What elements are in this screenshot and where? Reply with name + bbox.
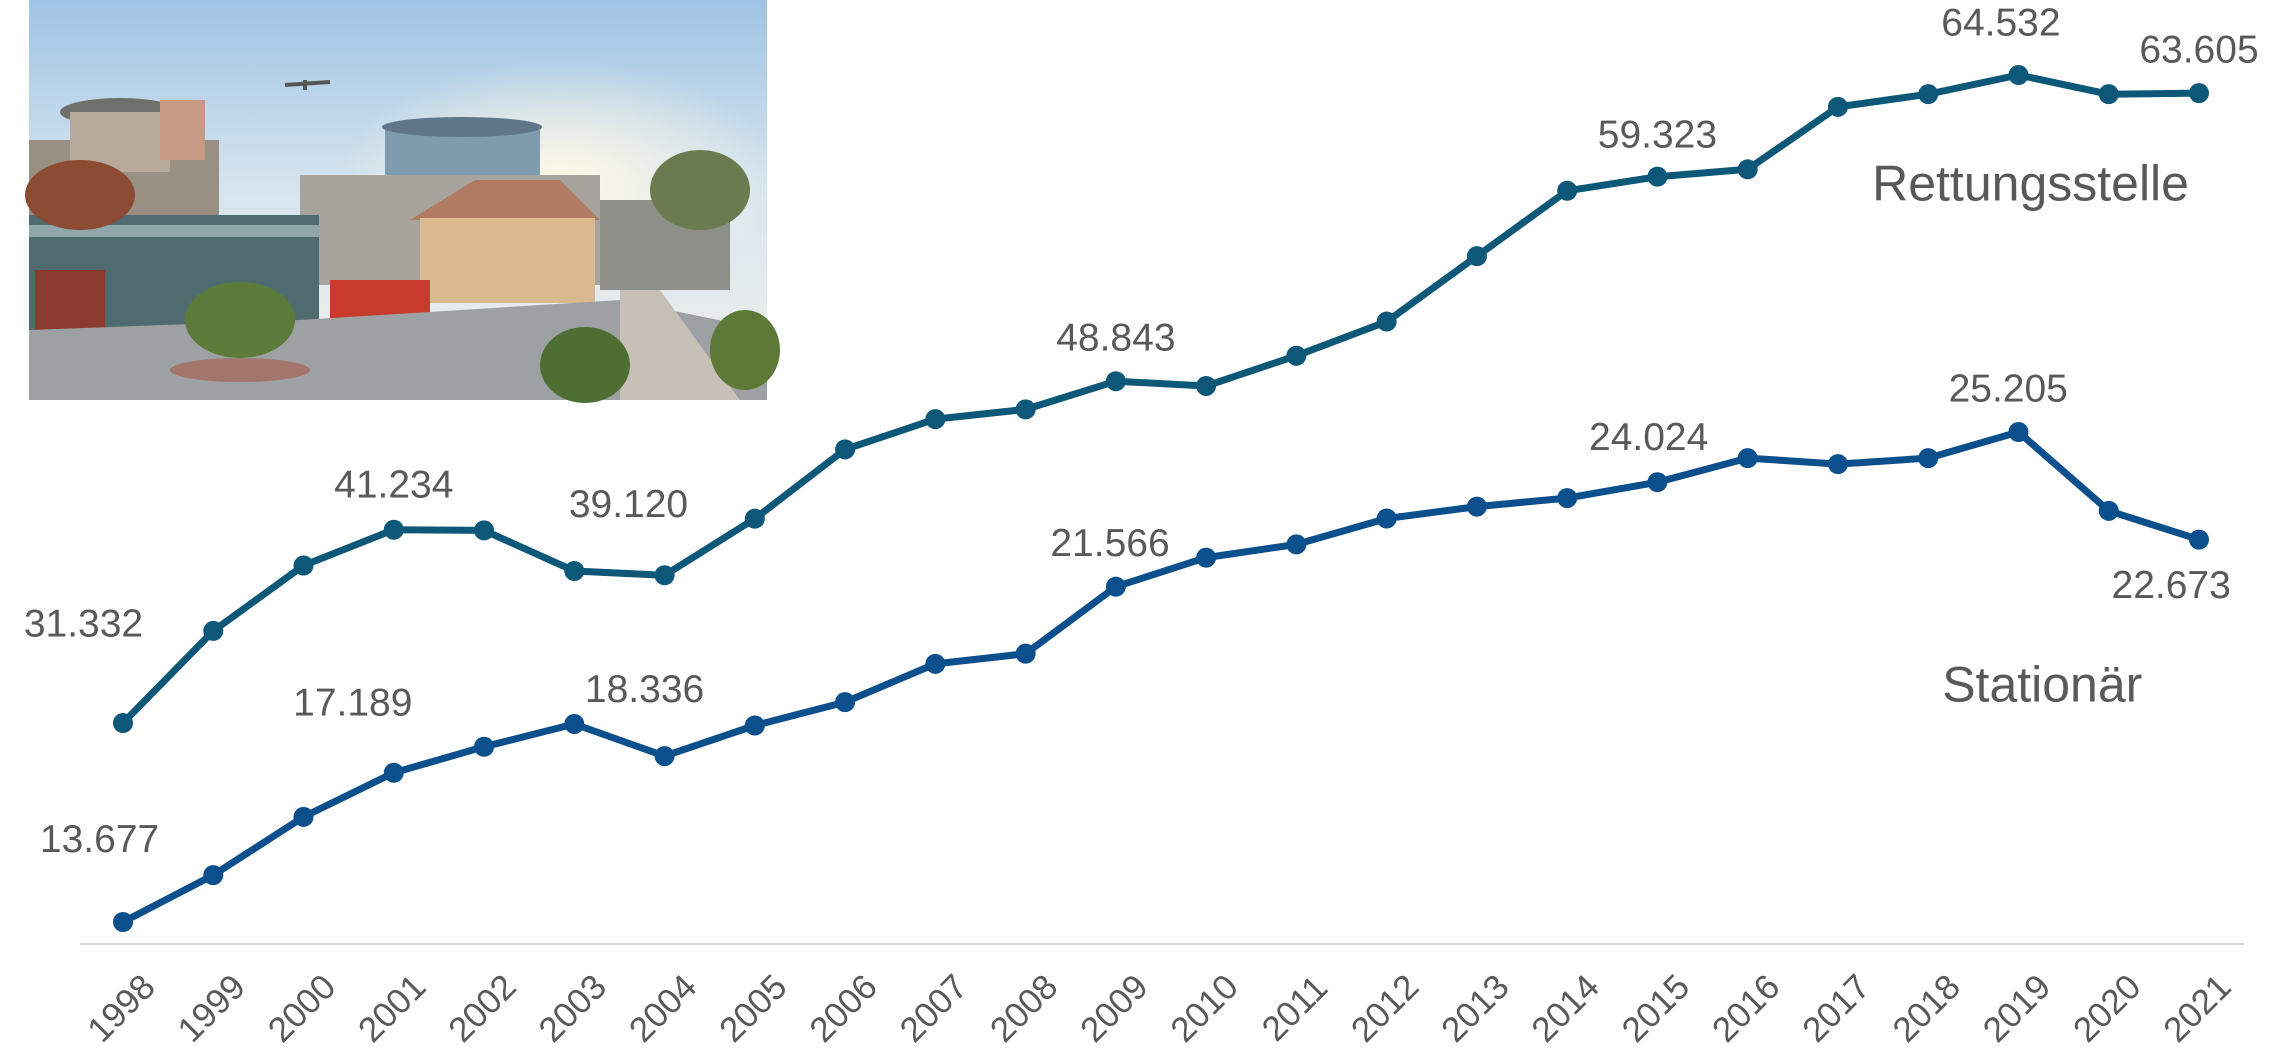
data-point [203, 621, 223, 641]
data-point [564, 561, 584, 581]
data-point [564, 714, 584, 734]
data-label: 31.332 [24, 603, 143, 646]
data-point [1738, 159, 1758, 179]
data-point [1377, 508, 1397, 528]
data-point [2008, 422, 2028, 442]
data-point [1828, 97, 1848, 117]
data-point [1918, 448, 1938, 468]
data-point [294, 556, 314, 576]
data-point [925, 654, 945, 674]
data-point [835, 439, 855, 459]
x-tick-label: 2009 [1073, 967, 1156, 1050]
data-point [1106, 371, 1126, 391]
data-point [835, 692, 855, 712]
data-point [294, 807, 314, 827]
data-point [384, 763, 404, 783]
data-point [925, 409, 945, 429]
data-point [384, 520, 404, 540]
data-point [1016, 644, 1036, 664]
data-label: 13.677 [40, 818, 159, 861]
x-tick-label: 2006 [802, 967, 885, 1050]
data-point [655, 565, 675, 585]
data-label: 63.605 [2139, 28, 2258, 71]
series-label: Stationär [1942, 656, 2142, 712]
data-point [1106, 577, 1126, 597]
x-tick-label: 2020 [2066, 967, 2149, 1050]
data-point [2099, 84, 2119, 104]
x-tick-label: 2021 [2156, 967, 2239, 1050]
photo [25, 0, 780, 403]
data-point [1647, 472, 1667, 492]
data-point [1557, 488, 1577, 508]
x-tick-label: 2000 [261, 967, 344, 1050]
data-label: 18.336 [585, 668, 704, 711]
x-tick-label: 2013 [1434, 967, 1517, 1050]
x-tick-label: 2001 [351, 967, 434, 1050]
x-tick-label: 2002 [441, 967, 524, 1050]
data-point [2008, 65, 2028, 85]
x-tick-label: 2014 [1524, 967, 1607, 1050]
data-point [1467, 497, 1487, 517]
data-point [1467, 246, 1487, 266]
data-point [2189, 530, 2209, 550]
data-label: 25.205 [1949, 367, 2068, 410]
data-label: 21.566 [1050, 522, 1169, 565]
x-tick-label: 2011 [1254, 968, 1335, 1049]
data-label: 39.120 [569, 483, 688, 526]
x-tick-label: 2016 [1705, 967, 1788, 1050]
data-point [655, 746, 675, 766]
page: {"chart_data": {"type": "line", "categor… [0, 0, 2269, 1059]
data-point [113, 912, 133, 932]
data-label: 64.532 [1941, 2, 2060, 45]
data-label: 17.189 [293, 682, 412, 725]
data-point [1647, 167, 1667, 187]
x-tick-label: 2003 [531, 967, 614, 1050]
data-point [1196, 548, 1216, 568]
data-point [1828, 454, 1848, 474]
data-point [1016, 399, 1036, 419]
x-tick-label: 2004 [622, 967, 705, 1050]
x-tick-label: 2005 [712, 967, 795, 1050]
data-point [474, 737, 494, 757]
x-tick-label: 1999 [170, 967, 253, 1050]
x-tick-label: 2018 [1885, 967, 1968, 1050]
series-label: Rettungsstelle [1872, 156, 2189, 212]
data-point [1918, 84, 1938, 104]
x-tick-label: 2008 [983, 967, 1066, 1050]
x-tick-label: 2012 [1344, 967, 1427, 1050]
data-point [113, 713, 133, 733]
data-point [1196, 376, 1216, 396]
chart: 1998199920002001200220032004200520062007… [0, 0, 2269, 1059]
x-tick-label: 2007 [892, 967, 975, 1050]
data-label: 22.673 [2112, 564, 2231, 607]
data-point [203, 865, 223, 885]
x-tick-label: 2017 [1795, 967, 1878, 1050]
x-tick-label: 2015 [1615, 967, 1698, 1050]
data-point [1286, 346, 1306, 366]
x-tick-label: 2010 [1163, 967, 1246, 1050]
data-label: 48.843 [1056, 317, 1175, 360]
data-point [2189, 83, 2209, 103]
x-tick-label: 1998 [80, 967, 163, 1050]
data-point [474, 520, 494, 540]
data-point [1286, 534, 1306, 554]
data-point [745, 509, 765, 529]
data-label: 24.024 [1589, 416, 1708, 459]
data-label: 41.234 [334, 464, 453, 507]
x-tick-label: 2019 [1976, 967, 2059, 1050]
data-label: 59.323 [1598, 113, 1717, 156]
data-point [1377, 312, 1397, 332]
data-point [2099, 501, 2119, 521]
data-point [1557, 181, 1577, 201]
data-point [1738, 448, 1758, 468]
data-point [745, 715, 765, 735]
